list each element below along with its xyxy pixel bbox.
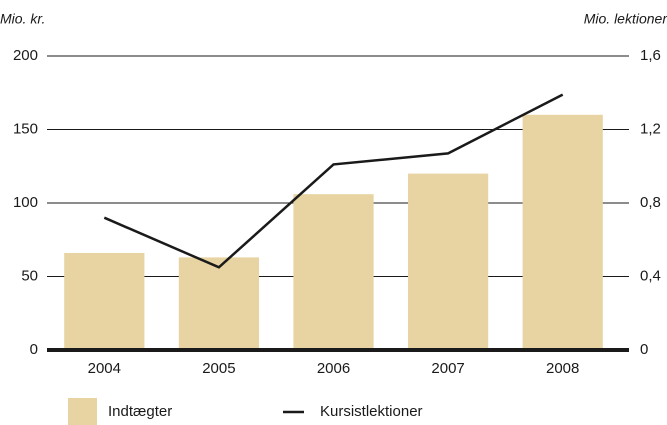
- bar: [407, 173, 489, 350]
- y-axis-label: Mio. kr.: [0, 11, 45, 27]
- x-tick-label: 2005: [202, 360, 235, 377]
- x-tick-label: 2006: [317, 360, 350, 377]
- x-tick-label: 2004: [88, 360, 121, 377]
- y-tick-label: 150: [13, 120, 38, 137]
- y2-axis-label: Mio. lektioner: [584, 11, 667, 27]
- y-tick-label: 100: [13, 194, 38, 211]
- y2-tick-label: 0: [640, 341, 648, 358]
- bar: [522, 114, 603, 350]
- y-tick-label: 200: [13, 47, 38, 64]
- y2-tick-label: 1,2: [640, 120, 661, 137]
- line: [103, 93, 564, 269]
- y2-tick-label: 0,4: [640, 267, 661, 284]
- legend-label: Kursistlektioner: [320, 403, 423, 420]
- y-tick-label: 0: [30, 341, 38, 358]
- bar: [64, 252, 145, 350]
- x-tick-label: 2007: [431, 360, 464, 377]
- y2-tick-label: 0,8: [640, 194, 661, 211]
- y-tick-label: 50: [21, 267, 38, 284]
- bar: [178, 257, 260, 350]
- bar: [293, 194, 374, 350]
- x-tick-label: 2008: [546, 360, 579, 377]
- y2-tick-label: 1,6: [640, 47, 661, 64]
- legend-swatch: [68, 398, 97, 425]
- legend-label: Indtægter: [108, 403, 172, 420]
